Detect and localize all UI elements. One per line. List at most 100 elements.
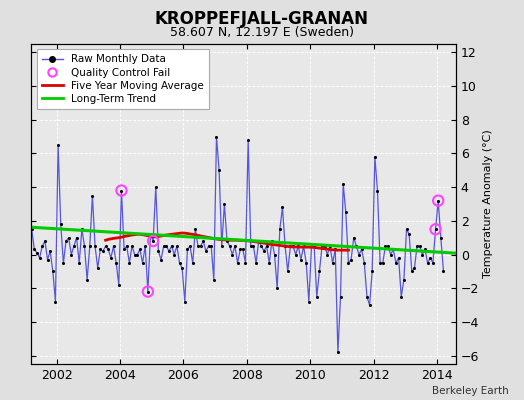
Point <box>260 248 268 254</box>
Point <box>173 243 181 249</box>
Point <box>384 243 392 249</box>
Point <box>315 268 324 274</box>
Point <box>149 238 157 244</box>
Point <box>291 251 300 258</box>
Point <box>431 226 440 232</box>
Point <box>429 260 437 266</box>
Point <box>405 231 413 238</box>
Point <box>228 251 236 258</box>
Point <box>302 260 310 266</box>
Point <box>376 260 384 266</box>
Point <box>323 251 332 258</box>
Point <box>157 256 165 263</box>
Point <box>283 268 292 274</box>
Point <box>326 243 334 249</box>
Point <box>138 260 147 266</box>
Point <box>270 251 279 258</box>
Point <box>38 243 47 249</box>
Text: 58.607 N, 12.197 E (Sweden): 58.607 N, 12.197 E (Sweden) <box>170 26 354 39</box>
Point <box>233 260 242 266</box>
Point <box>136 246 144 253</box>
Point <box>370 154 379 160</box>
Point <box>313 294 321 300</box>
Point <box>307 243 315 249</box>
Point <box>397 294 406 300</box>
Point <box>344 260 353 266</box>
Point <box>78 226 86 232</box>
Point <box>321 243 329 249</box>
Point <box>178 265 187 271</box>
Point <box>304 298 313 305</box>
Point <box>130 251 139 258</box>
Point <box>112 260 121 266</box>
Point <box>421 246 429 253</box>
Point <box>336 294 345 300</box>
Point <box>294 243 302 249</box>
Point <box>286 243 294 249</box>
Point <box>49 268 57 274</box>
Point <box>252 260 260 266</box>
Point <box>400 276 408 283</box>
Point <box>329 260 337 266</box>
Point <box>54 142 62 148</box>
Point <box>347 256 355 263</box>
Point <box>128 243 136 249</box>
Point <box>107 255 115 261</box>
Point <box>67 251 75 258</box>
Point <box>120 246 128 253</box>
Point <box>238 246 247 253</box>
Point <box>236 246 244 253</box>
Point <box>363 294 371 300</box>
Point <box>257 243 266 249</box>
Point <box>217 243 226 249</box>
Point <box>281 243 289 249</box>
Point <box>318 243 326 249</box>
Point <box>223 238 231 244</box>
Point <box>117 187 126 194</box>
Point <box>207 243 215 249</box>
Point <box>183 246 192 253</box>
Point <box>186 243 194 249</box>
Point <box>123 243 131 249</box>
Point <box>395 255 403 261</box>
Point <box>194 243 202 249</box>
Point <box>342 209 350 216</box>
Point <box>146 231 155 238</box>
Point <box>297 256 305 263</box>
Text: Berkeley Earth: Berkeley Earth <box>432 386 508 396</box>
Point <box>373 187 381 194</box>
Point <box>355 251 363 258</box>
Point <box>360 260 368 266</box>
Point <box>196 243 205 249</box>
Point <box>83 276 91 283</box>
Point <box>57 221 65 228</box>
Point <box>378 260 387 266</box>
Point <box>249 243 258 249</box>
Point <box>255 238 263 244</box>
Point <box>149 238 157 244</box>
Point <box>104 246 113 253</box>
Point <box>110 243 118 249</box>
Legend: Raw Monthly Data, Quality Control Fail, Five Year Moving Average, Long-Term Tren: Raw Monthly Data, Quality Control Fail, … <box>37 49 209 109</box>
Point <box>117 187 126 194</box>
Point <box>416 243 424 249</box>
Point <box>439 268 447 274</box>
Point <box>339 180 347 187</box>
Point <box>115 282 123 288</box>
Point <box>434 198 442 204</box>
Point <box>210 276 218 283</box>
Point <box>141 243 149 249</box>
Point <box>144 288 152 295</box>
Point <box>247 243 255 249</box>
Point <box>225 243 234 249</box>
Point <box>331 246 340 253</box>
Point <box>387 251 395 258</box>
Point <box>204 243 213 249</box>
Point <box>96 246 104 253</box>
Point <box>151 184 160 190</box>
Point <box>418 251 427 258</box>
Point <box>70 243 78 249</box>
Point <box>365 302 374 308</box>
Point <box>402 226 411 232</box>
Point <box>102 243 110 249</box>
